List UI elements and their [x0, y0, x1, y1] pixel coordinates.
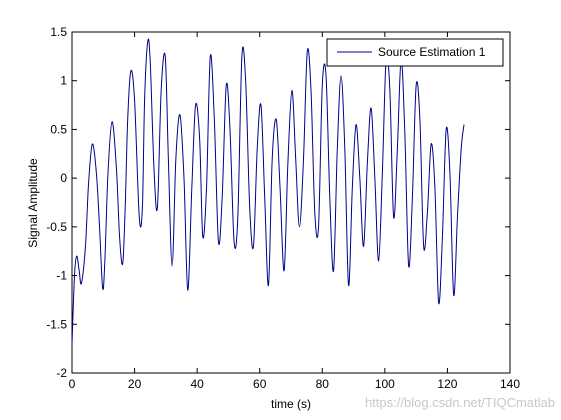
y-tick-label: -1: [56, 269, 67, 283]
x-tick-label: 120: [437, 377, 457, 391]
y-tick-label: -1.5: [46, 317, 67, 331]
x-tick-label: 60: [253, 377, 267, 391]
y-tick-label: 1: [60, 74, 67, 88]
y-tick-label: -2: [56, 366, 67, 380]
x-axis-label: time (s): [271, 397, 311, 411]
y-tick-label: 0: [60, 171, 67, 185]
x-tick-label: 20: [128, 377, 142, 391]
legend-entry-label: Source Estimation 1: [378, 45, 486, 59]
series-layer: [71, 38, 465, 344]
axes-box: [71, 31, 511, 374]
series-line-source-estimation-1: [71, 38, 465, 344]
x-tick-label: 100: [375, 377, 395, 391]
plot-area: 0 20 40 60 80 100 120 140 -2 -1.5 -1 -0.5 0 0.5 1 1.5: [46, 25, 520, 391]
y-tick-label: -0.5: [46, 220, 67, 234]
legend: Source Estimation 1: [326, 38, 504, 67]
x-tick-label: 0: [69, 377, 76, 391]
y-tick-label: 0.5: [50, 122, 67, 136]
watermark-text: https://blog.csdn.net/TIQCmatlab: [365, 395, 555, 410]
y-axis-ticks: -2 -1.5 -1 -0.5 0 0.5 1 1.5: [46, 25, 510, 380]
x-tick-label: 140: [500, 377, 520, 391]
x-tick-label: 40: [190, 377, 204, 391]
y-tick-label: 1.5: [50, 25, 67, 39]
y-axis-label: Signal Amplitude: [26, 158, 40, 248]
x-tick-label: 80: [316, 377, 330, 391]
x-axis-ticks: 0 20 40 60 80 100 120 140: [69, 32, 520, 391]
